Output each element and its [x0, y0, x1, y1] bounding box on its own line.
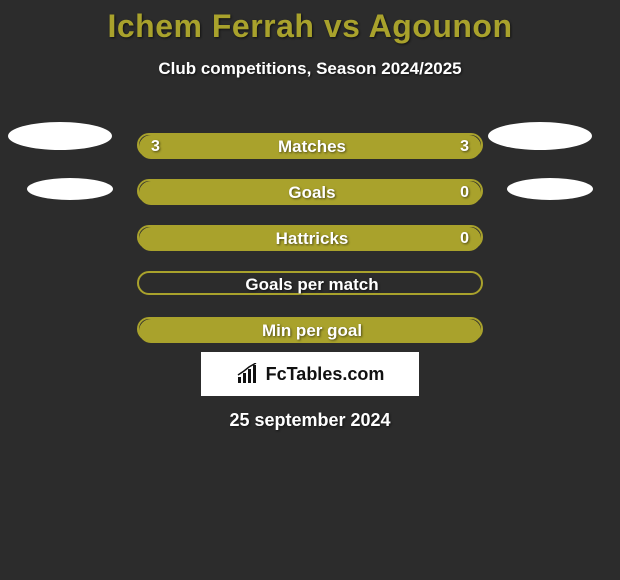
metric-row: Min per goal [0, 306, 620, 352]
metric-value-right: 3 [460, 135, 469, 159]
page-title: Ichem Ferrah vs Agounon [0, 0, 620, 45]
metric-row: 0Hattricks [0, 214, 620, 260]
branding-box: FcTables.com [201, 352, 419, 396]
metric-row: Goals per match [0, 260, 620, 306]
metric-fill-left [139, 135, 310, 159]
metric-fill-left [139, 227, 481, 251]
metric-track: Min per goal [137, 317, 483, 341]
branding-text: FcTables.com [266, 364, 385, 385]
metric-value-left: 3 [151, 135, 160, 159]
metric-track: 33Matches [137, 133, 483, 157]
metric-fill-right [310, 135, 481, 159]
metric-value-right: 0 [460, 181, 469, 205]
metric-track: 0Goals [137, 179, 483, 203]
comparison-card: Ichem Ferrah vs Agounon Club competition… [0, 0, 620, 580]
metric-track: Goals per match [137, 271, 483, 295]
date-text: 25 september 2024 [0, 410, 620, 431]
metric-row: 0Goals [0, 168, 620, 214]
bar-chart-icon [236, 363, 262, 385]
metric-fill-left [139, 319, 481, 343]
metric-rows: 33Matches0Goals0HattricksGoals per match… [0, 122, 620, 352]
subtitle: Club competitions, Season 2024/2025 [0, 59, 620, 79]
metric-label: Goals per match [139, 273, 485, 297]
metric-fill-left [139, 181, 481, 205]
metric-value-right: 0 [460, 227, 469, 251]
metric-track: 0Hattricks [137, 225, 483, 249]
metric-row: 33Matches [0, 122, 620, 168]
